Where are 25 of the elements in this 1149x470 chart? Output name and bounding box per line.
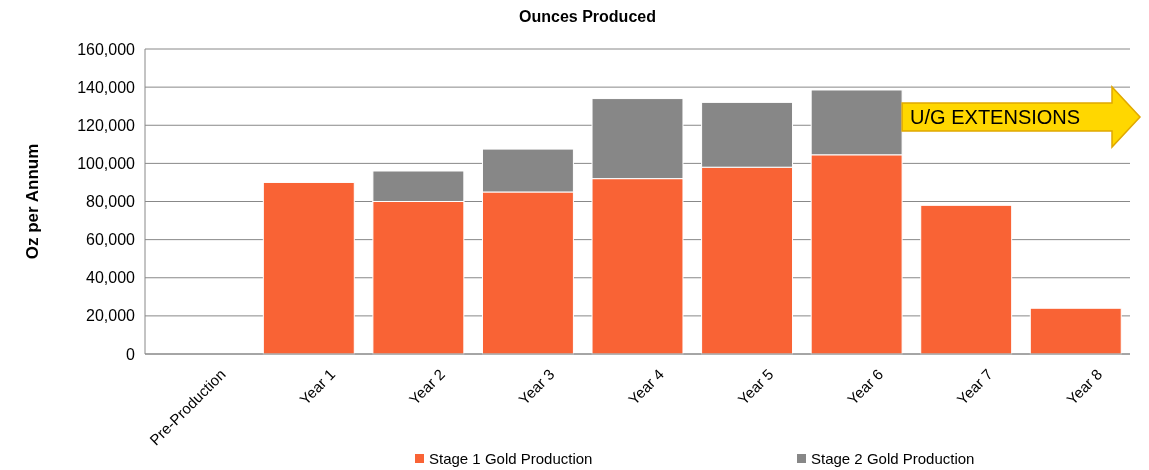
x-tick-label: Year 5 xyxy=(734,365,777,408)
y-tick-label: 0 xyxy=(126,345,136,363)
y-axis-title: Oz per Annum xyxy=(23,143,42,260)
y-tick-label: 80,000 xyxy=(86,193,136,211)
x-tick-label: Year 3 xyxy=(515,365,558,408)
y-tick-label: 60,000 xyxy=(86,231,136,249)
legend-label: Stage 2 Gold Production xyxy=(811,450,975,468)
x-tick-label: Year 2 xyxy=(405,365,448,408)
x-tick-label: Year 6 xyxy=(843,365,887,408)
y-tick-label: 20,000 xyxy=(86,307,136,325)
x-tick-label: Year 4 xyxy=(624,365,668,408)
chart-title: Ounces Produced xyxy=(519,8,656,25)
y-tick-label: 100,000 xyxy=(77,154,136,172)
bar xyxy=(262,181,355,355)
y-tick-label: 160,000 xyxy=(77,40,136,58)
y-tick-label: 120,000 xyxy=(77,116,136,134)
x-tick-label: Year 8 xyxy=(1063,365,1106,408)
y-tick-label: 140,000 xyxy=(77,78,136,96)
y-tick-label: 40,000 xyxy=(86,269,136,287)
bar xyxy=(920,204,1013,355)
x-tick-label: Year 1 xyxy=(296,365,339,408)
annotation: U/G EXTENSIONS xyxy=(910,106,1081,128)
x-tick-label: Year 7 xyxy=(953,365,996,408)
bar xyxy=(1029,307,1122,355)
legend-label: Stage 1 Gold Production xyxy=(429,450,593,468)
